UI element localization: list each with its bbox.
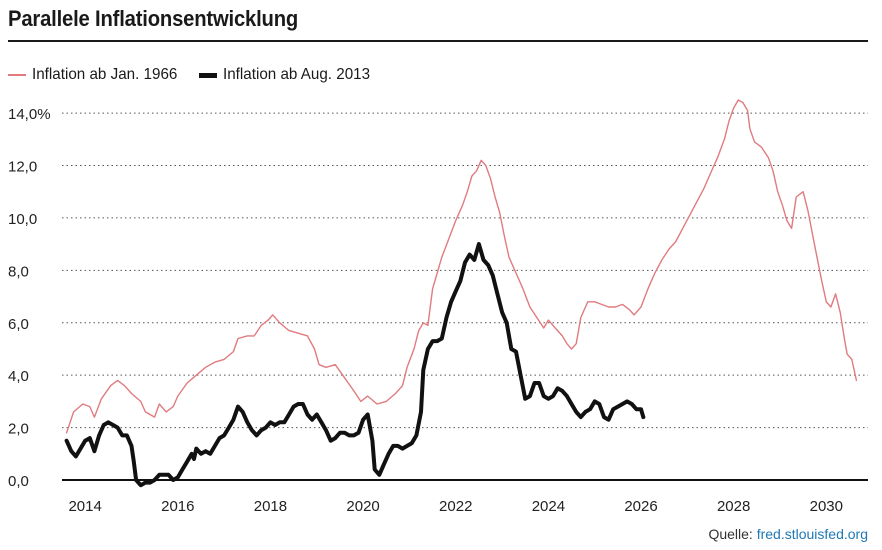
- legend: Inflation ab Jan. 1966 Inflation ab Aug.…: [8, 64, 392, 86]
- y-tick-label-6: 12,0: [8, 159, 37, 176]
- series-line-2013: [64, 242, 646, 488]
- source-link[interactable]: fred.stlouisfed.org: [756, 526, 868, 542]
- legend-item-1966: Inflation ab Jan. 1966: [8, 66, 185, 84]
- y-tick-label-0: 0,0: [8, 473, 29, 490]
- y-tick-label-7: 14,0%: [8, 106, 51, 123]
- x-tick-label-1: 2016: [161, 498, 194, 515]
- x-tick-label-8: 2030: [810, 498, 843, 515]
- title-divider: [8, 40, 868, 42]
- x-tick-label-4: 2022: [439, 498, 472, 515]
- legend-swatch-1966: [8, 74, 26, 76]
- series-line-1966: [65, 99, 858, 434]
- legend-label-2013: Inflation ab Aug. 2013: [223, 66, 371, 83]
- y-tick-label-3: 6,0: [8, 316, 29, 333]
- x-tick-label-3: 2020: [346, 498, 379, 515]
- x-tick-label-0: 2014: [68, 498, 101, 515]
- legend-swatch-2013: [199, 72, 218, 78]
- source-prefix: Quelle:: [708, 526, 753, 542]
- legend-label-1966: Inflation ab Jan. 1966: [32, 66, 178, 83]
- y-tick-label-2: 4,0: [8, 368, 29, 385]
- x-tick-label-6: 2026: [624, 498, 657, 515]
- x-tick-label-7: 2028: [717, 498, 750, 515]
- legend-item-2013: Inflation ab Aug. 2013: [199, 66, 378, 84]
- y-tick-label-1: 2,0: [8, 421, 29, 438]
- x-tick-label-2: 2018: [254, 498, 287, 515]
- y-tick-label-5: 10,0: [8, 211, 37, 228]
- x-tick-label-5: 2024: [532, 498, 565, 515]
- source-note: Quelle: fred.stlouisfed.org: [708, 526, 868, 542]
- y-tick-label-4: 8,0: [8, 263, 29, 280]
- chart-title: Parallele Inflationsentwicklung: [8, 6, 299, 31]
